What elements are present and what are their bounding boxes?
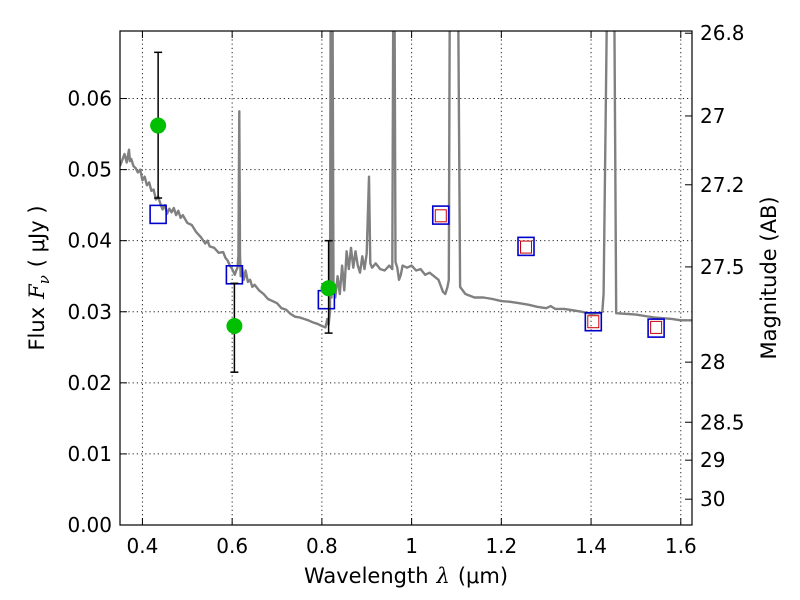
x-tick-label: 0.6 [216,534,248,558]
model-box-inner-point [587,315,600,329]
plot-frame [119,30,693,526]
y2-axis-label: Magnitude (AB) [757,196,781,359]
y2-tick-label: 27 [700,104,725,128]
x-tick-label: 1.6 [665,534,697,558]
y2-tick-label: 29 [700,448,725,472]
y-axis-label: Flux Fν ( μJy ) [25,205,53,350]
x-tick-label: 1.2 [485,534,517,558]
model-box-inner-point [434,209,447,223]
y-tick-label: 0.04 [67,229,112,253]
x-axis-label-unit: (μm) [458,564,508,588]
model-spectrum-line [120,31,692,329]
y-axis-label-text: Flux [25,307,49,351]
observed-point [226,317,243,334]
model-box-point [647,318,665,338]
y-tick-label: 0.05 [67,158,112,182]
grid [120,31,692,525]
y2-tick-label: 26.8 [700,21,745,45]
x-tick-label: 0.8 [306,534,338,558]
model-box-point [584,311,603,332]
x-tick-label: 1.4 [575,534,607,558]
model-box-point [517,236,535,257]
y-tick-label: 0.06 [67,87,112,111]
x-axis-label: Wavelength λ (μm) [304,564,508,588]
y2-tick-label: 28.5 [700,410,745,434]
x-axis-label-symbol: λ [436,564,450,588]
y2-tick-label: 28 [700,350,725,374]
model-box-inner-point [650,320,663,334]
x-tick-label: 0.4 [127,534,159,558]
x-axis-label-text: Wavelength [304,564,429,588]
y2-tick-label: 27.2 [700,173,745,197]
model-box-point [431,205,450,225]
y2-axis-ticks: 26.8 27 27.2 27.5 28 28.5 29 30 [685,21,745,511]
y2-tick-label: 30 [700,487,725,511]
axes [119,30,693,526]
y-axis-ticks: 0.00 0.01 0.02 0.03 0.04 0.05 0.06 [67,87,127,537]
x-axis-ticks: 0.4 0.6 0.8 1 1.2 1.4 1.6 [127,31,697,558]
y-axis-label-symbol: F [25,283,49,300]
y-axis-label-symbol-sub: ν [35,275,53,284]
model-box-inner-point [520,240,533,254]
y-tick-label: 0.01 [67,442,112,466]
model-box-point [149,204,167,225]
y-tick-label: 0.03 [67,300,112,324]
y-axis-label-unit: ( μJy ) [25,205,49,267]
observed-point [320,280,337,297]
y2-tick-label: 27.5 [700,255,745,279]
observed-point [150,117,167,134]
y-tick-label: 0.00 [67,513,112,537]
plot-area [120,31,692,373]
y-tick-label: 0.02 [67,371,112,395]
x-tick-label: 1 [405,534,418,558]
